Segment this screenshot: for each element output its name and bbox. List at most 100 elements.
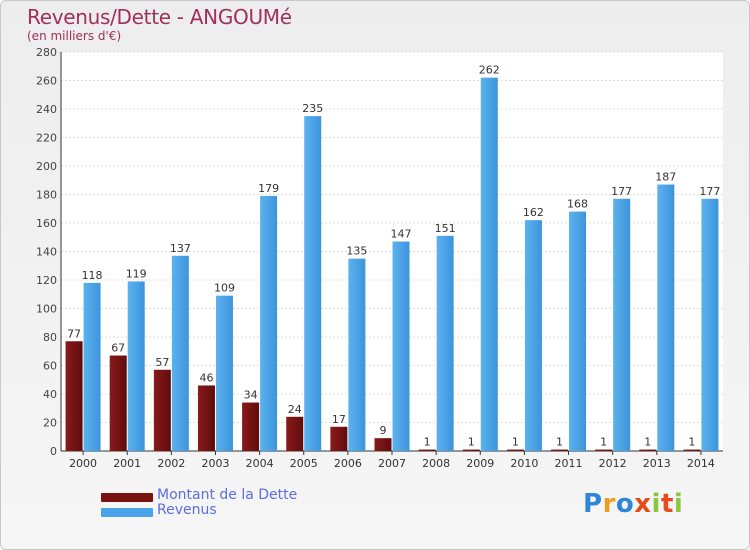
y-tick-label: 180	[36, 189, 57, 202]
legend-label-revenus: Revenus	[157, 502, 217, 518]
y-tick-label: 20	[43, 417, 57, 430]
bar-dette	[330, 426, 348, 451]
data-label-dette: 34	[244, 389, 258, 402]
data-label-revenus: 118	[82, 269, 103, 282]
y-tick-label: 220	[36, 132, 57, 145]
data-label-dette: 1	[424, 436, 431, 449]
data-label-revenus: 168	[567, 198, 588, 211]
bar-revenus	[480, 77, 498, 452]
legend-swatch-revenus	[101, 508, 153, 517]
bar-revenus	[613, 198, 631, 451]
data-label-revenus: 119	[126, 267, 147, 280]
y-tick-label: 260	[36, 75, 57, 88]
chart-title: Revenus/Dette - ANGOUMé	[27, 5, 292, 29]
y-tick-label: 140	[36, 246, 57, 259]
y-tick-label: 80	[43, 331, 57, 344]
logo-letter: r	[602, 489, 616, 519]
data-label-dette: 1	[468, 436, 475, 449]
bar-dette	[374, 438, 392, 451]
data-label-revenus: 235	[302, 102, 323, 115]
bar-dette	[242, 402, 260, 451]
bar-dette	[683, 449, 701, 451]
legend-swatch-dette	[101, 493, 153, 502]
bar-dette	[418, 449, 436, 451]
data-label-dette: 57	[155, 356, 169, 369]
data-label-dette: 24	[288, 403, 302, 416]
data-label-revenus: 135	[346, 245, 367, 258]
logo-letter: t	[660, 489, 674, 519]
y-tick-label: 160	[36, 217, 57, 230]
proxiti-logo: Proxiti	[583, 489, 683, 519]
logo-letter: x	[634, 489, 652, 519]
data-label-dette: 67	[111, 342, 125, 355]
x-tick-label: 2012	[599, 457, 627, 470]
y-tick-label: 240	[36, 103, 57, 116]
data-label-revenus: 262	[479, 64, 500, 77]
bar-revenus	[215, 295, 233, 451]
data-label-dette: 1	[512, 436, 519, 449]
legend-label-dette: Montant de la Dette	[157, 487, 298, 503]
data-label-dette: 46	[199, 371, 213, 384]
data-label-revenus: 137	[170, 242, 191, 255]
x-tick-label: 2004	[246, 457, 274, 470]
x-tick-label: 2000	[69, 457, 97, 470]
data-label-revenus: 109	[214, 282, 235, 295]
bar-revenus	[524, 220, 542, 451]
y-tick-label: 100	[36, 303, 57, 316]
bar-dette	[462, 449, 480, 451]
bar-revenus	[392, 241, 410, 451]
x-tick-label: 2014	[687, 457, 715, 470]
bar-dette	[595, 449, 613, 451]
data-label-dette: 9	[380, 424, 387, 437]
x-tick-label: 2009	[466, 457, 494, 470]
data-label-revenus: 177	[611, 185, 632, 198]
bar-dette	[197, 385, 215, 451]
y-tick-label: 40	[43, 388, 57, 401]
bar-revenus	[127, 281, 145, 451]
x-tick-label: 2002	[157, 457, 185, 470]
data-label-revenus: 177	[699, 185, 720, 198]
data-label-revenus: 147	[391, 228, 412, 241]
y-tick-label: 120	[36, 274, 57, 287]
data-label-revenus: 179	[258, 182, 279, 195]
data-label-revenus: 162	[523, 206, 544, 219]
y-tick-label: 200	[36, 160, 57, 173]
chart-subtitle: (en milliers d'€)	[27, 29, 122, 43]
bar-dette	[506, 449, 524, 451]
bar-dette	[286, 416, 304, 451]
x-tick-label: 2007	[378, 457, 406, 470]
logo-letter: P	[583, 489, 603, 519]
bar-revenus	[569, 211, 587, 451]
data-label-dette: 1	[688, 436, 695, 449]
x-tick-label: 2008	[422, 457, 450, 470]
bar-revenus	[260, 195, 278, 451]
bar-dette	[109, 355, 127, 451]
bar-revenus	[657, 184, 675, 451]
bar-dette	[551, 449, 569, 451]
data-label-revenus: 187	[655, 171, 676, 184]
x-tick-label: 2003	[201, 457, 229, 470]
bar-dette	[153, 369, 171, 451]
y-tick-label: 0	[50, 445, 57, 458]
data-label-dette: 17	[332, 413, 346, 426]
data-label-dette: 1	[644, 436, 651, 449]
x-tick-label: 2013	[643, 457, 671, 470]
logo-letter: i	[651, 489, 661, 519]
bar-dette	[639, 449, 657, 451]
x-tick-label: 2010	[510, 457, 538, 470]
bar-revenus	[304, 116, 322, 451]
logo-letter: i	[673, 489, 684, 519]
data-label-revenus: 151	[435, 222, 456, 235]
data-label-dette: 1	[600, 436, 607, 449]
bar-revenus	[436, 235, 454, 451]
bar-revenus	[83, 282, 101, 451]
data-label-dette: 77	[67, 327, 81, 340]
y-tick-label: 60	[43, 360, 57, 373]
y-tick-label: 280	[36, 46, 57, 59]
logo-letter: o	[615, 489, 635, 519]
plot-area	[61, 52, 723, 451]
bar-revenus	[171, 255, 189, 451]
x-tick-label: 2011	[555, 457, 583, 470]
